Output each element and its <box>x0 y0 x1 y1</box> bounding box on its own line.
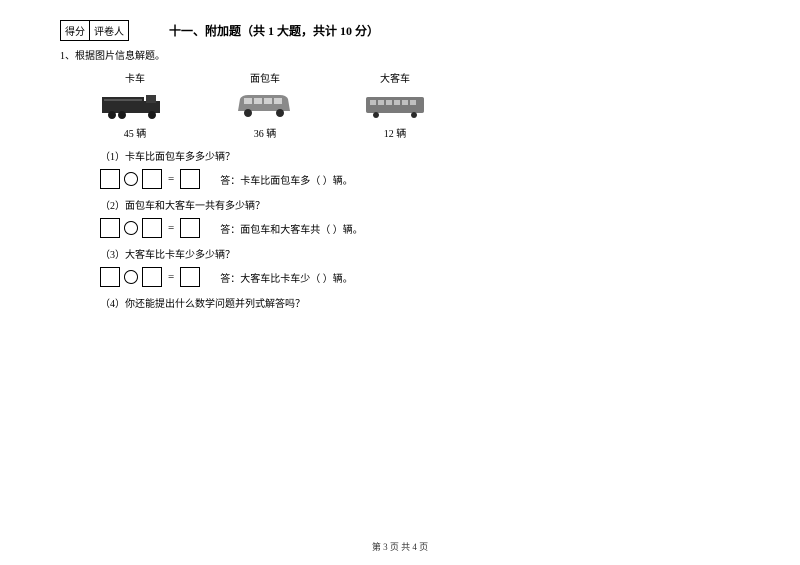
vehicle-truck: 卡车 45 辆 <box>100 70 170 140</box>
vehicle-bus-count: 12 辆 <box>384 125 407 140</box>
operator-circle[interactable] <box>124 221 138 235</box>
input-box[interactable] <box>100 218 120 238</box>
bus-icon <box>360 89 430 121</box>
input-box[interactable] <box>142 267 162 287</box>
answer-3: 答：大客车比卡车少（ ）辆。 <box>220 270 353 285</box>
equation-3: = 答：大客车比卡车少（ ）辆。 <box>100 267 740 287</box>
question-2: （2）面包车和大客车一共有多少辆？ <box>100 197 740 212</box>
vehicle-bus-label: 大客车 <box>380 70 410 85</box>
vehicles-row: 卡车 45 辆 面包车 <box>100 70 740 140</box>
grader-label: 评卷人 <box>90 21 128 40</box>
equation-2: = 答：面包车和大客车共（ ）辆。 <box>100 218 740 238</box>
answer-2: 答：面包车和大客车共（ ）辆。 <box>220 221 363 236</box>
equals-sign: = <box>168 271 174 283</box>
page-footer: 第 3 页 共 4 页 <box>0 540 800 553</box>
score-label: 得分 <box>61 21 90 40</box>
vehicle-truck-count: 45 辆 <box>124 125 147 140</box>
equation-1: = 答：卡车比面包车多（ ）辆。 <box>100 169 740 189</box>
input-box[interactable] <box>142 218 162 238</box>
section-title: 十一、附加题（共 1 大题，共计 10 分） <box>169 22 379 39</box>
answer-1: 答：卡车比面包车多（ ）辆。 <box>220 172 353 187</box>
question-3: （3）大客车比卡车少多少辆？ <box>100 246 740 261</box>
vehicle-truck-label: 卡车 <box>125 70 145 85</box>
input-box[interactable] <box>100 267 120 287</box>
score-table: 得分 评卷人 <box>60 20 129 41</box>
vehicle-van: 面包车 36 辆 <box>230 70 300 140</box>
truck-icon <box>100 89 170 121</box>
vehicle-van-label: 面包车 <box>250 70 280 85</box>
vehicle-bus: 大客车 12 辆 <box>360 70 430 140</box>
question-4: （4）你还能提出什么数学问题并列式解答吗？ <box>100 295 740 310</box>
input-box[interactable] <box>180 267 200 287</box>
input-box[interactable] <box>100 169 120 189</box>
input-box[interactable] <box>142 169 162 189</box>
van-icon <box>230 89 300 121</box>
vehicle-van-count: 36 辆 <box>254 125 277 140</box>
input-box[interactable] <box>180 218 200 238</box>
header-row: 得分 评卷人 十一、附加题（共 1 大题，共计 10 分） <box>60 20 740 41</box>
equals-sign: = <box>168 222 174 234</box>
operator-circle[interactable] <box>124 172 138 186</box>
problem-intro: 1、根据图片信息解题。 <box>60 47 740 62</box>
question-1: （1）卡车比面包车多多少辆？ <box>100 148 740 163</box>
input-box[interactable] <box>180 169 200 189</box>
operator-circle[interactable] <box>124 270 138 284</box>
equals-sign: = <box>168 173 174 185</box>
